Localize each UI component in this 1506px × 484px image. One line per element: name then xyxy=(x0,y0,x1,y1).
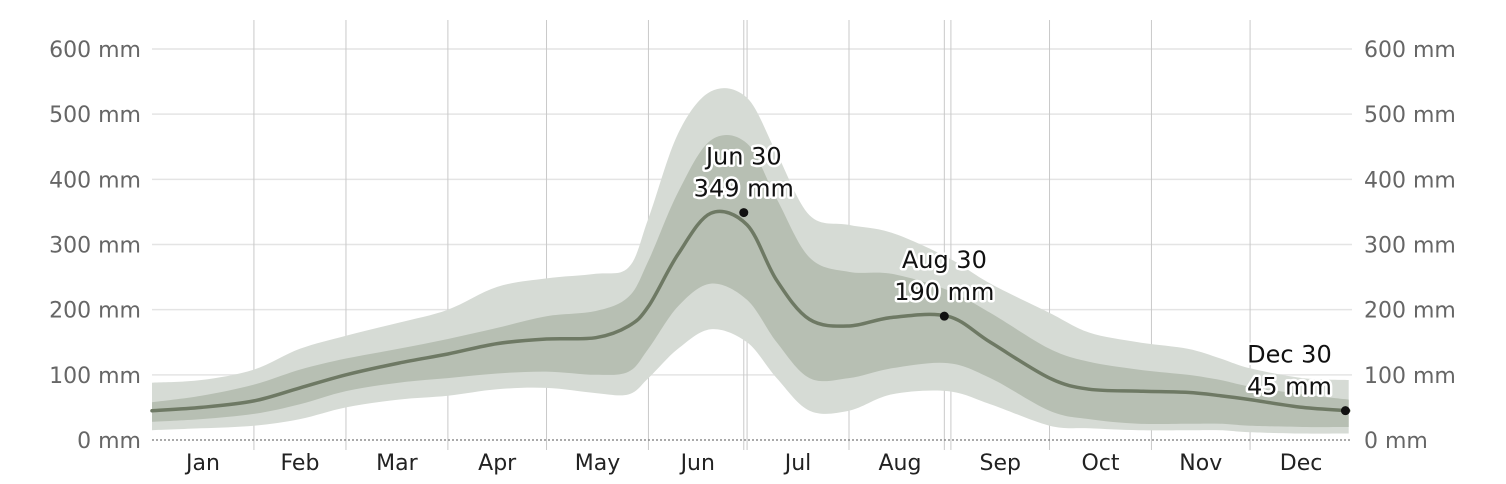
y-tick-label-left: 300 mm xyxy=(49,234,141,259)
month-label: Jan xyxy=(184,451,220,476)
annotation-date: Dec 30 xyxy=(1247,341,1332,369)
y-tick-label-left: 500 mm xyxy=(49,103,141,128)
annotation-point xyxy=(1340,406,1350,416)
y-tick-label-right: 100 mm xyxy=(1364,364,1456,389)
month-label: Aug xyxy=(878,451,921,476)
annotation-value: 190 mm xyxy=(894,278,994,306)
month-label: Jun xyxy=(679,451,715,476)
y-tick-label-right: 200 mm xyxy=(1364,299,1456,324)
month-label: Apr xyxy=(478,451,517,476)
y-tick-label-right: 400 mm xyxy=(1364,168,1456,193)
y-axis-left: 0 mm 100 mm 200 mm 300 mm 400 mm 500 mm 600 mm xyxy=(49,38,141,454)
y-tick-label-right: 0 mm xyxy=(1364,429,1428,454)
month-label: May xyxy=(575,451,620,476)
month-label: Oct xyxy=(1081,451,1119,476)
y-tick-label-left: 600 mm xyxy=(49,38,141,63)
annotation-value: 349 mm xyxy=(694,175,794,203)
y-tick-label-right: 600 mm xyxy=(1364,38,1456,63)
y-tick-label-left: 0 mm xyxy=(77,429,141,454)
month-label: Mar xyxy=(376,451,418,476)
month-label: Dec xyxy=(1280,451,1323,476)
median-precipitation-line xyxy=(150,209,1351,413)
y-tick-label-left: 100 mm xyxy=(49,364,141,389)
month-label: Jul xyxy=(783,451,812,476)
y-tick-label-left: 200 mm xyxy=(49,299,141,324)
y-axis-right: 0 mm 100 mm 200 mm 300 mm 400 mm 500 mm 600 mm xyxy=(1364,38,1456,454)
annotation-point xyxy=(939,311,949,321)
month-label: Sep xyxy=(979,451,1020,476)
x-axis-months: Jan Feb Mar Apr May Jun Jul Aug Sep Oct Nov Dec xyxy=(184,451,1322,476)
annotation-date: Jun 30 xyxy=(704,143,782,171)
annotation-point xyxy=(739,208,749,218)
y-tick-label-right: 300 mm xyxy=(1364,234,1456,259)
annotation-date: Aug 30 xyxy=(902,246,987,274)
annotation-value: 45 mm xyxy=(1247,373,1332,401)
y-tick-label-left: 400 mm xyxy=(49,168,141,193)
annotations: Jun 30 349 mm Aug 30 190 mm Dec 30 45 mm xyxy=(691,140,1350,416)
y-tick-label-right: 500 mm xyxy=(1364,103,1456,128)
month-label: Feb xyxy=(280,451,319,476)
month-label: Nov xyxy=(1179,451,1222,476)
